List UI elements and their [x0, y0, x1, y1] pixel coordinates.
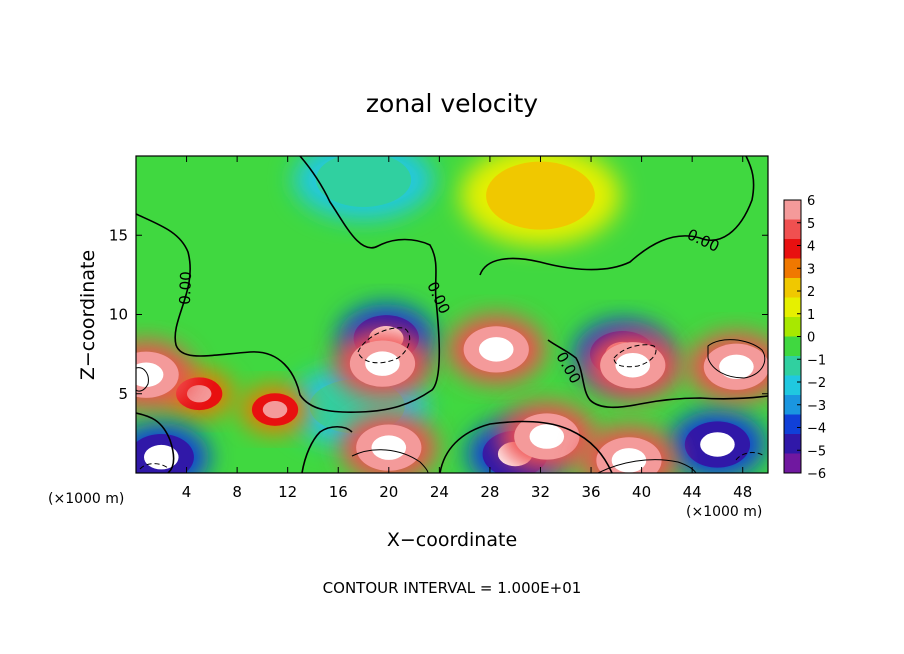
- colorbar-swatch: [784, 258, 801, 279]
- x-tick-label: 40: [632, 483, 651, 501]
- contour-line: [357, 327, 411, 364]
- colorbar: 6 5 4 3 2 1 0 −1 −2 −3 −4 −5 −6: [783, 194, 826, 482]
- x-tick-label: 48: [733, 483, 752, 501]
- contour-line: [479, 156, 755, 276]
- colorbar-swatch: [784, 336, 801, 357]
- colorbar-swatch: [784, 414, 801, 435]
- colorbar-label: 3: [807, 262, 815, 277]
- field-layer: [486, 161, 595, 230]
- contour-line: [136, 412, 175, 473]
- contour-interval-note: CONTOUR INTERVAL = 1.000E+01: [323, 579, 582, 597]
- x-tick-label: 24: [430, 483, 449, 501]
- colorbar-label: −3: [807, 399, 826, 414]
- field-layer: [186, 385, 212, 403]
- field-feature-warm-area: [241, 385, 310, 434]
- y-axis-title: Z−coordinate: [77, 250, 99, 380]
- field-feature-positive-max: [334, 329, 431, 398]
- zero-contours: [136, 156, 768, 473]
- contour-line: [707, 339, 766, 379]
- colorbar-swatch: [784, 239, 801, 259]
- plot-area: 0.00 0.00 0.00 0.00 4 8 12 16 20 24 28 32 36 40 44…: [109, 155, 769, 501]
- colorbar-swatch: [784, 453, 801, 474]
- colorbar-swatch: [784, 356, 801, 376]
- contour-line: [351, 449, 429, 473]
- colorbar-label: 1: [807, 308, 815, 323]
- field-feature-cool-area: [293, 156, 434, 220]
- colorbar-swatch: [784, 219, 801, 240]
- positive-contours: [136, 339, 766, 473]
- x-tick-label: 36: [581, 483, 600, 501]
- field-feature-positive-max: [448, 315, 545, 384]
- field-feature-negative-max: [669, 410, 766, 473]
- plot-background: [136, 156, 768, 473]
- x-tick-label: 16: [329, 483, 348, 501]
- colorbar-swatch: [784, 297, 801, 318]
- field-layer: [700, 432, 735, 457]
- x-tick-label: 12: [278, 483, 297, 501]
- x-tick-label: 4: [182, 483, 192, 501]
- y-tick-label: 5: [118, 385, 128, 403]
- contour-line: [136, 367, 149, 392]
- field-feature-positive-max: [498, 402, 595, 471]
- x-tick-label: 28: [480, 483, 499, 501]
- colorbar-swatch: [784, 395, 801, 415]
- contour-line: [301, 425, 353, 473]
- y-axis: 5 10 15: [109, 226, 768, 403]
- field-feature-positive-max: [584, 331, 681, 400]
- field-feature-negative-max: [136, 423, 210, 473]
- contour-label: 0.00: [176, 271, 195, 305]
- field-layer: [529, 424, 565, 449]
- colorbar-swatch: [784, 375, 801, 396]
- contour-line: [735, 452, 765, 461]
- contour-line: [613, 344, 657, 368]
- colorbar-label: 4: [807, 240, 815, 255]
- contour-line: [547, 339, 768, 409]
- field-layer: [315, 156, 412, 207]
- colorbar-swatch: [784, 434, 801, 454]
- colorbar-label: 5: [807, 217, 815, 232]
- x-axis: 4 8 12 16 20 24 28 32 36 40 44 48: [182, 156, 752, 501]
- colorbar-label: 0: [807, 331, 815, 346]
- field-feature-yellow-area: [460, 156, 621, 246]
- field-layer: [371, 435, 407, 460]
- colorbar-label: −6: [807, 467, 826, 482]
- contour-line: [439, 420, 613, 473]
- field-layer: [262, 400, 288, 419]
- x-tick-label: 32: [531, 483, 550, 501]
- y-tick-label: 10: [109, 306, 128, 324]
- colorbar-label: −4: [807, 422, 826, 437]
- field-layer: [144, 444, 179, 470]
- x-multiplier-right: (×1000 m): [686, 504, 762, 520]
- field-layer: [136, 362, 164, 387]
- colorbar-label: −5: [807, 444, 826, 459]
- field-layer: [615, 352, 651, 378]
- colorbar-label: 2: [807, 285, 815, 300]
- velocity-field: [136, 156, 768, 473]
- y-tick-label: 15: [109, 226, 128, 244]
- colorbar-label: −1: [807, 353, 826, 368]
- x-axis-title: X−coordinate: [387, 529, 517, 551]
- contour-line: [139, 463, 169, 470]
- x-multiplier-left: (×1000 m): [48, 491, 124, 507]
- field-layer: [719, 354, 754, 380]
- field-layer: [365, 351, 400, 376]
- colorbar-swatch: [784, 200, 801, 220]
- contour-line: [136, 156, 441, 413]
- negative-contours: [139, 327, 765, 470]
- x-tick-label: 8: [232, 483, 242, 501]
- colorbar-label: −2: [807, 376, 826, 391]
- contour-line: [597, 459, 697, 473]
- colorbar-label: 6: [807, 194, 815, 209]
- field-layer: [478, 337, 514, 362]
- chart-title: zonal velocity: [366, 89, 538, 118]
- field-feature-positive-max: [688, 332, 768, 401]
- colorbar-swatch: [784, 278, 801, 298]
- x-tick-label: 44: [683, 483, 702, 501]
- x-tick-label: 20: [379, 483, 398, 501]
- field-layer: [611, 448, 647, 473]
- colorbar-swatch: [784, 317, 801, 337]
